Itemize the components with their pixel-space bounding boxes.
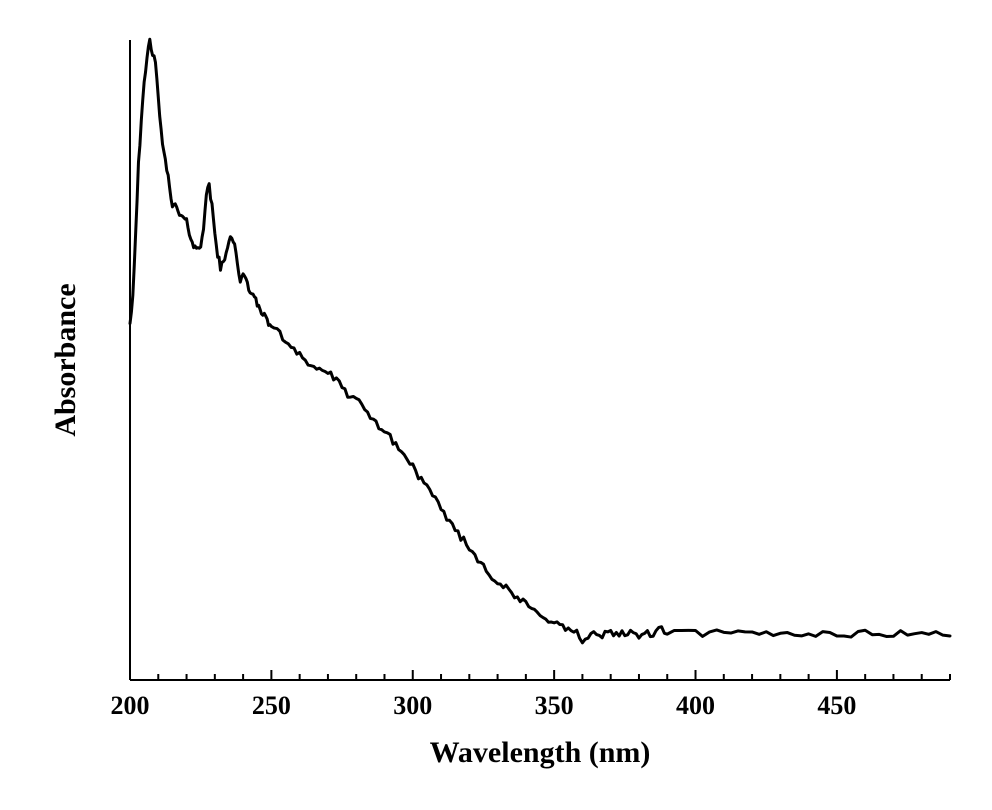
- x-tick-label: 400: [676, 691, 715, 720]
- chart-svg: 200 250 300 350 400 450 Wavelength (nm) Absorba…: [0, 0, 992, 810]
- x-axis-label: Wavelength (nm): [430, 736, 651, 769]
- x-tick-label: 200: [111, 691, 150, 720]
- absorbance-spectrum-chart: 200 250 300 350 400 450 Wavelength (nm) Absorba…: [0, 0, 992, 810]
- x-tick-label: 250: [252, 691, 291, 720]
- x-tick-label: 450: [817, 691, 856, 720]
- y-axis-label: Absorbance: [49, 283, 82, 436]
- x-tick-label: 300: [393, 691, 432, 720]
- x-tick-label: 350: [535, 691, 574, 720]
